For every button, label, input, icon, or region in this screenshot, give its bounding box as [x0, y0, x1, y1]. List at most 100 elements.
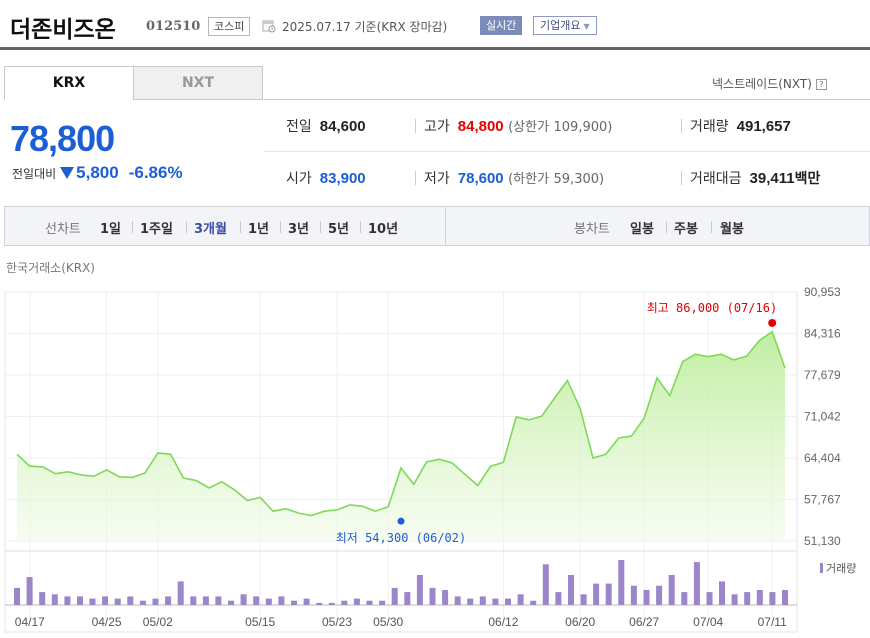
volume-bar	[429, 587, 436, 605]
separator	[666, 221, 667, 233]
volume-bar	[316, 602, 323, 605]
volume-bar	[454, 596, 461, 605]
volume-bar	[291, 600, 297, 605]
stats-row: 전일 84,600 고가 84,800 (상한가 109,900) 거래량 491,6…	[264, 100, 870, 152]
volume-bar	[467, 598, 474, 605]
volume-bar	[756, 590, 763, 605]
volume-bar	[782, 590, 788, 605]
x-tick-label: 07/11	[758, 615, 787, 629]
x-tick-label: 05/30	[373, 615, 403, 629]
volume-bar	[114, 598, 121, 605]
period-10y[interactable]: 10년	[368, 222, 399, 237]
volume-bar	[328, 602, 335, 605]
period-1y[interactable]: 1년	[248, 222, 270, 237]
volume-bar	[656, 585, 663, 605]
stock-code: 012510	[146, 19, 201, 34]
chart-period-bar: 선차트 1일 1주일 3개월 1년 3년 5년 10년 봉차트 일봉 주봉 월봉	[4, 206, 870, 246]
volume-bar	[719, 581, 725, 605]
chevron-down-icon: ▼	[583, 22, 590, 31]
volume-bar	[618, 560, 625, 605]
price-chart-svg: 90,953 84,316 77,679 71,042 64,404 57,767 51,1…	[4, 285, 856, 633]
min-label: 최저 54,300 (06/02)	[336, 531, 466, 545]
change-value: 5,800	[76, 163, 119, 182]
volume-bar	[681, 592, 688, 605]
stat-label: 시가	[286, 171, 312, 187]
company-overview-label: 기업개요	[540, 19, 581, 32]
volume-bar	[505, 598, 511, 605]
volume-bar	[555, 592, 562, 605]
min-marker	[397, 517, 405, 525]
help-icon[interactable]: ?	[815, 79, 827, 90]
lower-limit-value: 59,300)	[553, 172, 605, 187]
stat-value: 39,411	[749, 170, 795, 187]
nxt-link[interactable]: 넥스트레이드(NXT)?	[712, 75, 827, 92]
stock-header: 더존비즈온 012510 코스피 2025.07.17 기준(KRX 장마감) …	[0, 0, 870, 50]
period-1d[interactable]: 1일	[100, 222, 122, 237]
volume-bar	[643, 590, 650, 605]
volume-bar	[404, 592, 411, 605]
separator	[415, 119, 416, 133]
stats-row: 시가 83,900 저가 78,600 (하한가 59,300) 거래대금 39,41…	[264, 152, 870, 204]
company-overview-button[interactable]: 기업개요 ▼	[533, 16, 597, 35]
x-tick-label: 04/25	[92, 615, 122, 629]
separator	[132, 221, 133, 233]
period-5y[interactable]: 5년	[328, 222, 350, 237]
volume-bar	[391, 587, 398, 605]
price-change: 전일대비 5,800 -6.86%	[12, 163, 183, 183]
price-chart[interactable]: 90,953 84,316 77,679 71,042 64,404 57,767 51,1…	[0, 280, 870, 638]
stat-label: 전일	[286, 119, 312, 135]
volume-bar	[127, 596, 134, 605]
stat-prev-close: 전일 84,600	[286, 116, 366, 136]
tab-divider	[264, 99, 870, 100]
volume-bar	[215, 596, 222, 605]
volume-bar	[530, 600, 537, 605]
volume-bar	[366, 600, 373, 605]
max-marker	[768, 318, 777, 327]
period-weekly[interactable]: 주봉	[674, 222, 698, 237]
volume-bar	[668, 575, 675, 605]
volume-bars	[14, 560, 788, 605]
stat-open: 시가 83,900	[286, 168, 366, 188]
x-tick-label: 07/04	[693, 615, 723, 629]
line-chart-label: 선차트	[45, 222, 81, 237]
volume-bar	[139, 600, 146, 605]
volume-bar	[630, 585, 637, 605]
y-tick-label: 51,130	[804, 534, 841, 548]
period-1w[interactable]: 1주일	[140, 222, 173, 237]
volume-bar	[379, 600, 386, 605]
volume-bar	[14, 587, 20, 605]
period-bar-divider	[445, 207, 446, 245]
price-line	[16, 330, 786, 517]
x-tick-label: 06/27	[629, 615, 659, 629]
volume-bar	[568, 575, 574, 605]
volume-bar	[165, 596, 172, 605]
x-tick-label: 05/02	[143, 615, 173, 629]
period-monthly[interactable]: 월봉	[720, 222, 744, 237]
separator	[681, 119, 682, 133]
period-3m[interactable]: 3개월	[194, 222, 227, 237]
tab-krx[interactable]: KRX	[4, 66, 134, 100]
volume-bar	[102, 596, 109, 605]
realtime-button[interactable]: 실시간	[480, 16, 523, 35]
volume-bar	[593, 583, 600, 605]
stat-high: 고가 84,800 (상한가 109,900)	[415, 116, 612, 136]
period-daily[interactable]: 일봉	[630, 222, 654, 237]
stat-low: 저가 78,600 (하한가 59,300)	[415, 168, 605, 188]
volume-bar	[64, 596, 71, 605]
stat-value: 84,600	[319, 118, 366, 135]
stat-volume: 거래량 491,657	[681, 116, 791, 136]
volume-legend: 거래량	[826, 562, 856, 575]
change-percent: -6.86%	[128, 163, 183, 182]
volume-bar	[492, 598, 499, 605]
volume-bar	[442, 590, 449, 605]
separator	[681, 171, 682, 185]
calendar-icon	[262, 20, 276, 33]
volume-bar	[202, 596, 209, 605]
tab-nxt[interactable]: NXT	[133, 66, 263, 100]
candle-chart-label: 봉차트	[574, 222, 610, 237]
period-3y[interactable]: 3년	[288, 222, 310, 237]
volume-bar	[190, 596, 197, 605]
volume-bar	[517, 594, 524, 605]
stat-value: 491,657	[736, 118, 791, 135]
nxt-link-label: 넥스트레이드(NXT)	[712, 77, 812, 91]
